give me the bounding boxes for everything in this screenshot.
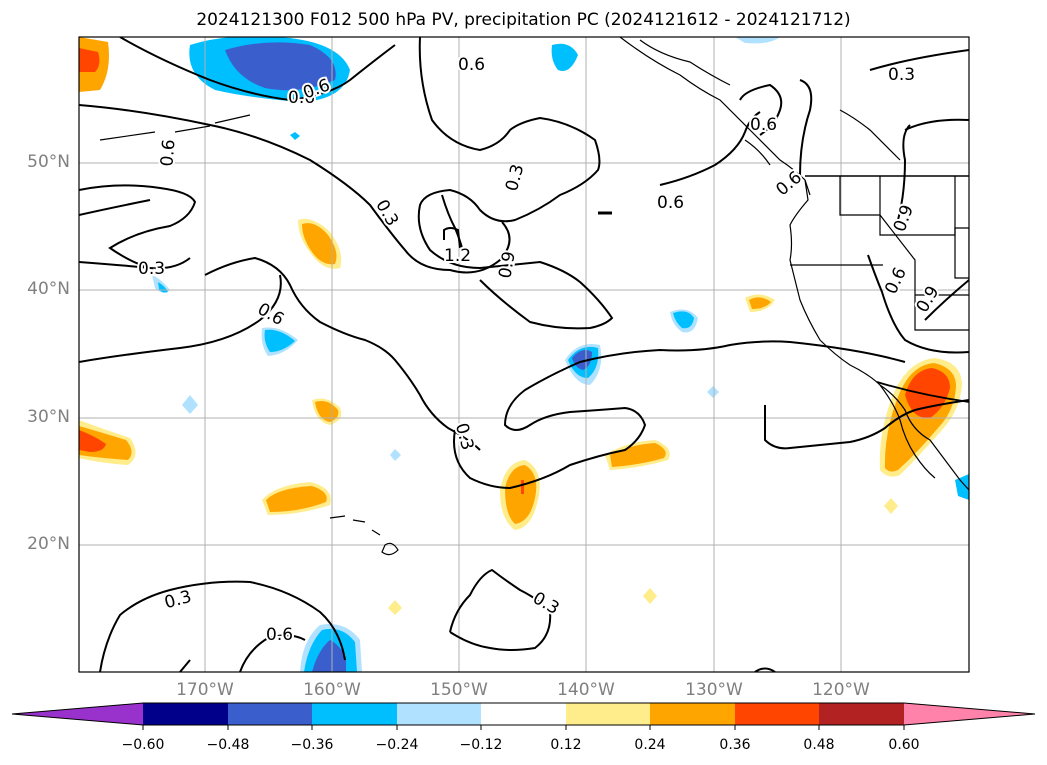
precip-area-positive [610, 443, 666, 467]
lat-label: 50°N [27, 152, 70, 172]
lat-label: 20°N [27, 534, 70, 554]
colorbar-tick-label: 0.48 [803, 737, 835, 753]
lon-label: 120°W [812, 680, 870, 700]
pv-contours [79, 37, 969, 672]
colorbar-tick-label: −0.48 [206, 737, 250, 753]
colorbar-segment [481, 703, 566, 725]
precip-area-negative [551, 43, 578, 71]
lon-label: 140°W [557, 680, 615, 700]
precip-area-positive [302, 223, 337, 265]
contour-label: 1.2 [444, 246, 471, 266]
precip-area-positive [266, 486, 327, 512]
colorbar-segment [143, 703, 228, 725]
contour-label: 0.3 [138, 259, 165, 279]
lon-label: 150°W [430, 680, 488, 700]
map-title: 2024121300 F012 500 hPa PV, precipitatio… [196, 10, 851, 30]
colorbar-tick-label: 0.60 [888, 737, 920, 753]
colorbar-tick-label: −0.60 [121, 737, 165, 753]
precip-area-negative [264, 329, 295, 352]
colorbar-segment [819, 703, 904, 725]
colorbar-tick-label: 0.24 [634, 737, 666, 753]
colorbar-segment [228, 703, 312, 725]
colorbar-extend-low [12, 703, 143, 725]
lat-label: 40°N [27, 279, 70, 299]
coastlines [99, 37, 969, 556]
lon-label: 160°W [303, 680, 361, 700]
colorbar-segment [566, 703, 650, 725]
precip-area-positive [79, 430, 106, 452]
lon-label: 130°W [685, 680, 743, 700]
colorbar-segment [650, 703, 735, 725]
precip-area-negative [572, 350, 592, 370]
precip-area-negative [312, 640, 346, 672]
colorbar [11, 702, 1036, 730]
lon-label: 170°W [176, 680, 234, 700]
precip-area-positive [79, 48, 100, 72]
contour-label: 0.6 [657, 193, 684, 213]
contour-label: 0.6 [288, 88, 315, 108]
colorbar-segment [397, 703, 481, 725]
precip-area-positive [505, 465, 537, 524]
precip-area-negative [673, 311, 694, 329]
precip-area-negative [225, 42, 336, 91]
contour-label: 0.6 [157, 139, 179, 168]
colorbar-tick-label: 0.12 [550, 737, 582, 753]
colorbar-tick-label: −0.36 [290, 737, 334, 753]
colorbar-tick-label: −0.12 [459, 737, 503, 753]
colorbar-extend-high [904, 703, 1035, 725]
colorbar-segment [735, 703, 819, 725]
contour-label: 0.6 [458, 55, 485, 75]
contour-label: 0.3 [888, 65, 915, 85]
contour-label: 0.6 [750, 115, 777, 135]
colorbar-tick-label: −0.24 [375, 737, 419, 753]
precip-shading [79, 37, 969, 672]
precip-area-negative [735, 37, 780, 44]
colorbar-segment [312, 703, 397, 725]
lat-label: 30°N [27, 407, 70, 427]
colorbar-tick-label: 0.36 [719, 737, 751, 753]
contour-label: 0.6 [266, 625, 293, 645]
